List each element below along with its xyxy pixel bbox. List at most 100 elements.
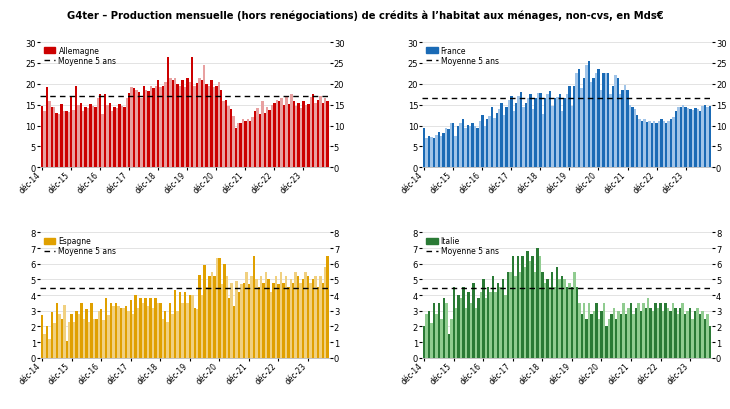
Bar xyxy=(696,308,699,358)
Bar xyxy=(583,79,585,168)
Bar xyxy=(317,101,319,168)
Bar xyxy=(599,91,602,168)
Bar xyxy=(230,110,232,168)
Bar xyxy=(102,320,105,358)
Bar xyxy=(689,110,691,168)
Bar xyxy=(566,95,568,168)
Bar xyxy=(138,93,140,168)
Bar xyxy=(431,324,433,358)
Bar xyxy=(235,281,238,358)
Bar xyxy=(139,299,142,358)
Bar xyxy=(122,308,125,358)
Bar xyxy=(105,299,107,358)
Bar xyxy=(686,311,689,358)
Bar xyxy=(267,280,270,358)
Bar xyxy=(474,127,476,168)
Bar xyxy=(527,99,529,168)
Bar xyxy=(58,115,61,168)
Bar xyxy=(109,103,111,168)
Bar xyxy=(553,99,556,168)
Bar xyxy=(319,276,321,358)
Bar xyxy=(519,272,521,358)
Bar xyxy=(430,138,433,168)
Bar xyxy=(212,88,215,168)
Bar xyxy=(664,303,666,358)
Bar xyxy=(666,308,669,358)
Bar xyxy=(462,288,465,358)
Bar xyxy=(157,81,159,168)
Bar xyxy=(524,267,526,358)
Bar xyxy=(573,272,576,358)
Bar xyxy=(206,288,208,358)
Bar xyxy=(542,115,544,168)
Bar xyxy=(556,98,558,168)
Bar xyxy=(435,314,438,358)
Bar xyxy=(188,83,191,168)
Bar xyxy=(521,256,524,358)
Bar xyxy=(476,128,479,168)
Bar xyxy=(682,303,684,358)
Bar xyxy=(66,341,68,358)
Bar xyxy=(169,79,172,168)
Bar xyxy=(639,311,642,358)
Bar xyxy=(675,112,677,168)
Bar xyxy=(228,299,231,358)
Bar xyxy=(507,272,509,358)
Bar xyxy=(324,267,326,358)
Bar xyxy=(566,288,568,358)
Bar xyxy=(531,256,534,358)
Bar xyxy=(580,314,583,358)
Bar xyxy=(321,283,324,358)
Bar xyxy=(507,101,510,168)
Bar xyxy=(245,122,247,168)
Bar xyxy=(472,283,474,358)
Bar xyxy=(643,120,645,168)
Bar xyxy=(74,87,77,168)
Bar xyxy=(438,303,440,358)
Bar xyxy=(85,310,88,358)
Bar xyxy=(53,324,55,358)
Bar xyxy=(98,311,100,358)
Bar xyxy=(627,308,630,358)
Bar xyxy=(55,303,58,358)
Bar xyxy=(82,112,85,168)
Bar xyxy=(126,99,128,168)
Bar xyxy=(131,88,133,168)
Bar xyxy=(699,314,702,358)
Bar xyxy=(694,311,696,358)
Bar xyxy=(174,79,177,168)
Bar xyxy=(514,276,517,358)
Bar xyxy=(73,322,75,358)
Bar xyxy=(702,311,704,358)
Bar xyxy=(220,91,223,168)
Bar xyxy=(529,95,532,168)
Bar xyxy=(445,303,447,358)
Bar xyxy=(288,105,291,168)
Bar xyxy=(272,283,274,358)
Bar xyxy=(677,314,679,358)
Bar xyxy=(685,108,687,168)
Bar xyxy=(596,303,598,358)
Bar xyxy=(544,99,547,168)
Bar xyxy=(137,308,139,358)
Bar xyxy=(239,124,242,168)
Bar xyxy=(258,288,260,358)
Bar xyxy=(196,310,199,358)
Bar xyxy=(674,308,677,358)
Bar xyxy=(285,98,288,168)
Bar xyxy=(684,314,686,358)
Bar xyxy=(469,126,472,168)
Bar xyxy=(583,303,585,358)
Bar xyxy=(670,120,672,168)
Bar xyxy=(223,101,225,168)
Bar xyxy=(240,284,243,358)
Bar xyxy=(208,87,210,168)
Bar xyxy=(549,92,551,168)
Bar xyxy=(312,280,314,358)
Bar xyxy=(488,117,491,168)
Bar xyxy=(593,79,595,168)
Bar xyxy=(237,124,239,168)
Bar xyxy=(547,95,549,168)
Bar xyxy=(142,87,145,168)
Bar xyxy=(324,99,326,168)
